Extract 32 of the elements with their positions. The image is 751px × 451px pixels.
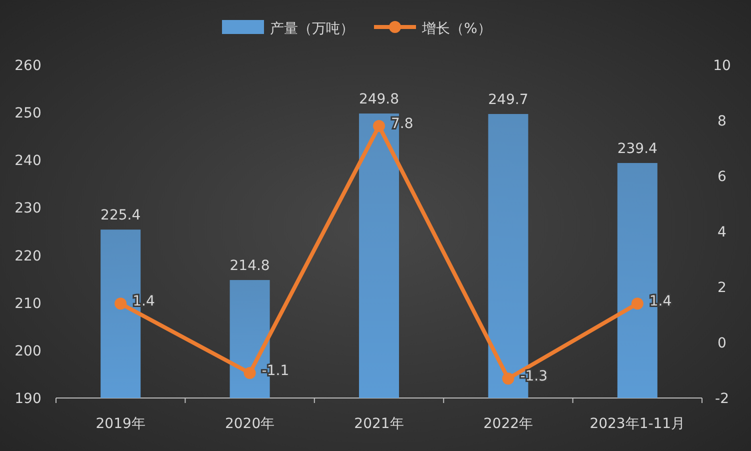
point <box>631 298 644 310</box>
legend-label: 产量（万吨） <box>270 21 354 37</box>
x-tick-label: 2023年1-11月 <box>590 416 686 432</box>
data-label: 214.8 <box>230 258 270 274</box>
point <box>244 367 256 380</box>
y2-tick-label: -2 <box>715 391 729 407</box>
data-label: 249.7 <box>488 92 528 108</box>
y-tick-label: 200 <box>14 343 42 360</box>
data-label: 239.4 <box>617 140 658 157</box>
y-tick-label: 210 <box>14 296 42 312</box>
y-tick-label: 260 <box>14 58 42 74</box>
y2-tick-label: 0 <box>718 336 726 352</box>
x-tick-label: 2020年 <box>224 416 275 432</box>
y-tick-label: 250 <box>14 106 42 122</box>
y2-tick-label: 6 <box>718 169 727 185</box>
y2-tick-label: 2 <box>718 280 726 296</box>
legend-label: 增长（%） <box>421 21 492 37</box>
x-tick-label: 2022年 <box>483 416 534 432</box>
point <box>502 372 514 385</box>
y2-tick-label: 10 <box>713 58 731 74</box>
y-tick-label: 220 <box>14 248 42 264</box>
y-tick-label: 190 <box>14 391 42 407</box>
x-tick-label: 2019年 <box>96 416 146 432</box>
y-tick-label: 230 <box>14 200 42 217</box>
data-label: 225.4 <box>100 208 141 224</box>
x-tick-label: 2021年 <box>354 416 404 432</box>
y2-tick-label: 8 <box>718 114 726 130</box>
point <box>114 298 127 310</box>
y2-tick-label: 4 <box>718 224 727 240</box>
point <box>373 120 385 132</box>
data-label: 249.8 <box>358 92 400 108</box>
y-tick-label: 240 <box>14 153 42 170</box>
